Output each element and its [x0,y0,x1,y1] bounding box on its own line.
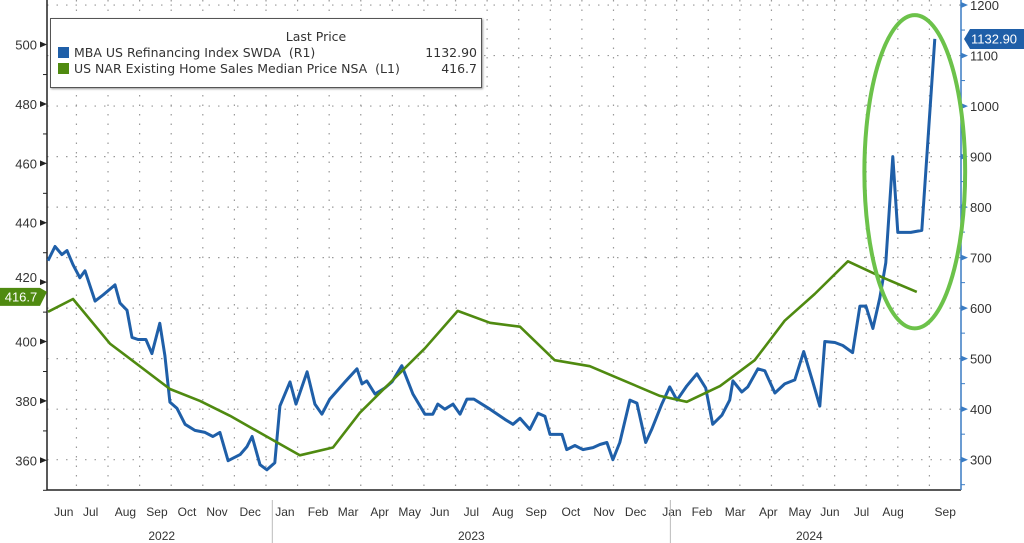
x-month-label: Dec [625,505,646,519]
x-month-label: Aug [115,505,136,519]
right-tick [961,254,968,261]
left-tick [40,219,47,226]
left-tick-label: 500 [15,38,37,53]
legend-label: MBA US Refinancing Index SWDA (R1) [74,44,316,60]
legend-swatch-green [58,62,69,74]
x-year-label: 2023 [458,529,485,543]
right-tick-label: 300 [970,453,992,468]
left-tick [40,338,47,345]
left-tick-label: 480 [15,97,37,112]
right-tick-label: 500 [970,352,992,367]
highlight-ellipse [862,13,968,331]
left-tick-label: 420 [15,270,37,285]
x-year-label: 2022 [148,529,175,543]
refi-index-line [46,38,937,472]
x-month-label: Aug [882,505,903,519]
left-tick [40,397,47,404]
legend-header: Last Price [285,29,347,44]
left-tick-label: 360 [15,453,37,468]
x-month-label: Jun [430,505,449,519]
x-month-label: May [398,505,421,519]
x-month-label: Dec [240,505,261,519]
right-tick-label: 1100 [970,49,998,64]
right-tick-label: 900 [970,150,992,165]
x-month-label: Jun [54,505,73,519]
left-tick [40,457,47,464]
x-year-label: 2024 [796,529,823,543]
left-tick [40,41,47,48]
left-tick [40,279,47,286]
x-month-label: Apr [759,505,778,519]
right-tick-label: 600 [970,301,992,316]
x-month-label: Sep [935,505,957,519]
x-month-label: Nov [206,505,227,519]
right-tick [961,355,968,362]
left-tick [40,160,47,167]
x-month-label: Oct [562,505,581,519]
legend: Last Price MBA US Refinancing Index SWDA… [50,18,482,88]
right-tick [961,2,968,9]
right-last-value-box [964,28,1024,49]
x-month-label: Jul [854,505,869,519]
left-tick-label: 380 [15,394,37,409]
legend-label: US NAR Existing Home Sales Median Price … [74,60,400,76]
right-tick [961,52,968,59]
left-last-value: 416.7 [5,289,38,304]
left-tick-label: 440 [15,216,37,231]
right-tick-label: 1200 [970,0,999,13]
gridlines [47,0,961,490]
x-month-label: Nov [593,505,614,519]
x-month-label: Jan [662,505,681,519]
right-tick-label: 700 [970,251,992,266]
series-lines [46,38,937,472]
x-month-label: Sep [525,505,547,519]
x-month-label: Sep [146,505,168,519]
right-tick-label: 400 [970,402,992,417]
right-tick-label: 1000 [970,99,999,114]
right-tick [961,305,968,312]
x-month-label: May [789,505,812,519]
x-month-label: Feb [308,505,329,519]
legend-entry-nar: US NAR Existing Home Sales Median Price … [58,60,481,76]
legend-last-value: 416.7 [441,60,477,76]
left-tick [40,100,47,107]
left-tick-label: 460 [15,156,37,171]
right-tick [961,406,968,413]
right-tick [961,456,968,463]
right-tick-label: 800 [970,200,992,215]
legend-last-value: 1132.90 [425,44,477,60]
x-month-label: Mar [725,505,746,519]
x-month-label: Jan [275,505,294,519]
legend-swatch-blue [58,46,69,58]
x-month-label: Feb [692,505,713,519]
home-price-line [47,259,918,457]
x-month-label: Jun [820,505,839,519]
x-month-label: Jul [464,505,479,519]
legend-entry-refi: MBA US Refinancing Index SWDA (R1) 1132.… [58,44,481,60]
left-last-value-box [0,287,47,306]
x-month-label: Mar [338,505,359,519]
left-tick-label: 400 [15,335,37,350]
x-month-label: Oct [178,505,197,519]
x-month-label: Jul [83,505,98,519]
right-last-value: 1132.90 [971,31,1017,46]
axes: 500 480 460 440 420 400 380 360 1200 1100 1000 900 8… [15,0,999,543]
x-month-label: Apr [370,505,389,519]
x-month-label: Aug [492,505,513,519]
